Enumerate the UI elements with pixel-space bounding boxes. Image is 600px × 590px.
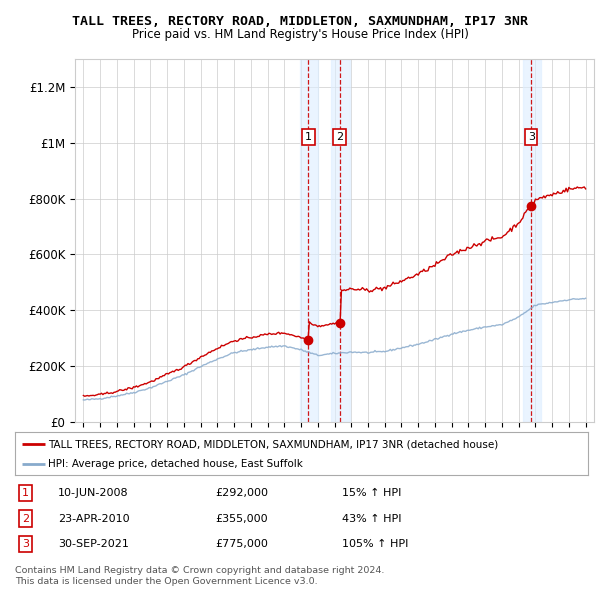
Text: HPI: Average price, detached house, East Suffolk: HPI: Average price, detached house, East…	[48, 460, 303, 469]
Text: 10-JUN-2008: 10-JUN-2008	[58, 488, 128, 498]
Bar	[300, 59, 319, 422]
Text: Contains HM Land Registry data © Crown copyright and database right 2024.: Contains HM Land Registry data © Crown c…	[15, 566, 385, 575]
Bar	[331, 59, 350, 422]
Text: Price paid vs. HM Land Registry's House Price Index (HPI): Price paid vs. HM Land Registry's House …	[131, 28, 469, 41]
Text: 2: 2	[22, 514, 29, 523]
Bar	[523, 59, 541, 422]
Text: 1: 1	[305, 132, 312, 142]
Text: 3: 3	[528, 132, 535, 142]
Text: 105% ↑ HPI: 105% ↑ HPI	[341, 539, 408, 549]
Text: 3: 3	[22, 539, 29, 549]
Text: 1: 1	[22, 488, 29, 498]
Text: 30-SEP-2021: 30-SEP-2021	[58, 539, 129, 549]
Text: 43% ↑ HPI: 43% ↑ HPI	[341, 514, 401, 523]
Text: 2: 2	[336, 132, 343, 142]
Text: £775,000: £775,000	[215, 539, 268, 549]
Text: £355,000: £355,000	[215, 514, 268, 523]
Text: 23-APR-2010: 23-APR-2010	[58, 514, 130, 523]
Text: 15% ↑ HPI: 15% ↑ HPI	[341, 488, 401, 498]
Text: TALL TREES, RECTORY ROAD, MIDDLETON, SAXMUNDHAM, IP17 3NR: TALL TREES, RECTORY ROAD, MIDDLETON, SAX…	[72, 15, 528, 28]
Text: TALL TREES, RECTORY ROAD, MIDDLETON, SAXMUNDHAM, IP17 3NR (detached house): TALL TREES, RECTORY ROAD, MIDDLETON, SAX…	[48, 440, 499, 450]
Text: £292,000: £292,000	[215, 488, 269, 498]
Text: This data is licensed under the Open Government Licence v3.0.: This data is licensed under the Open Gov…	[15, 577, 317, 586]
